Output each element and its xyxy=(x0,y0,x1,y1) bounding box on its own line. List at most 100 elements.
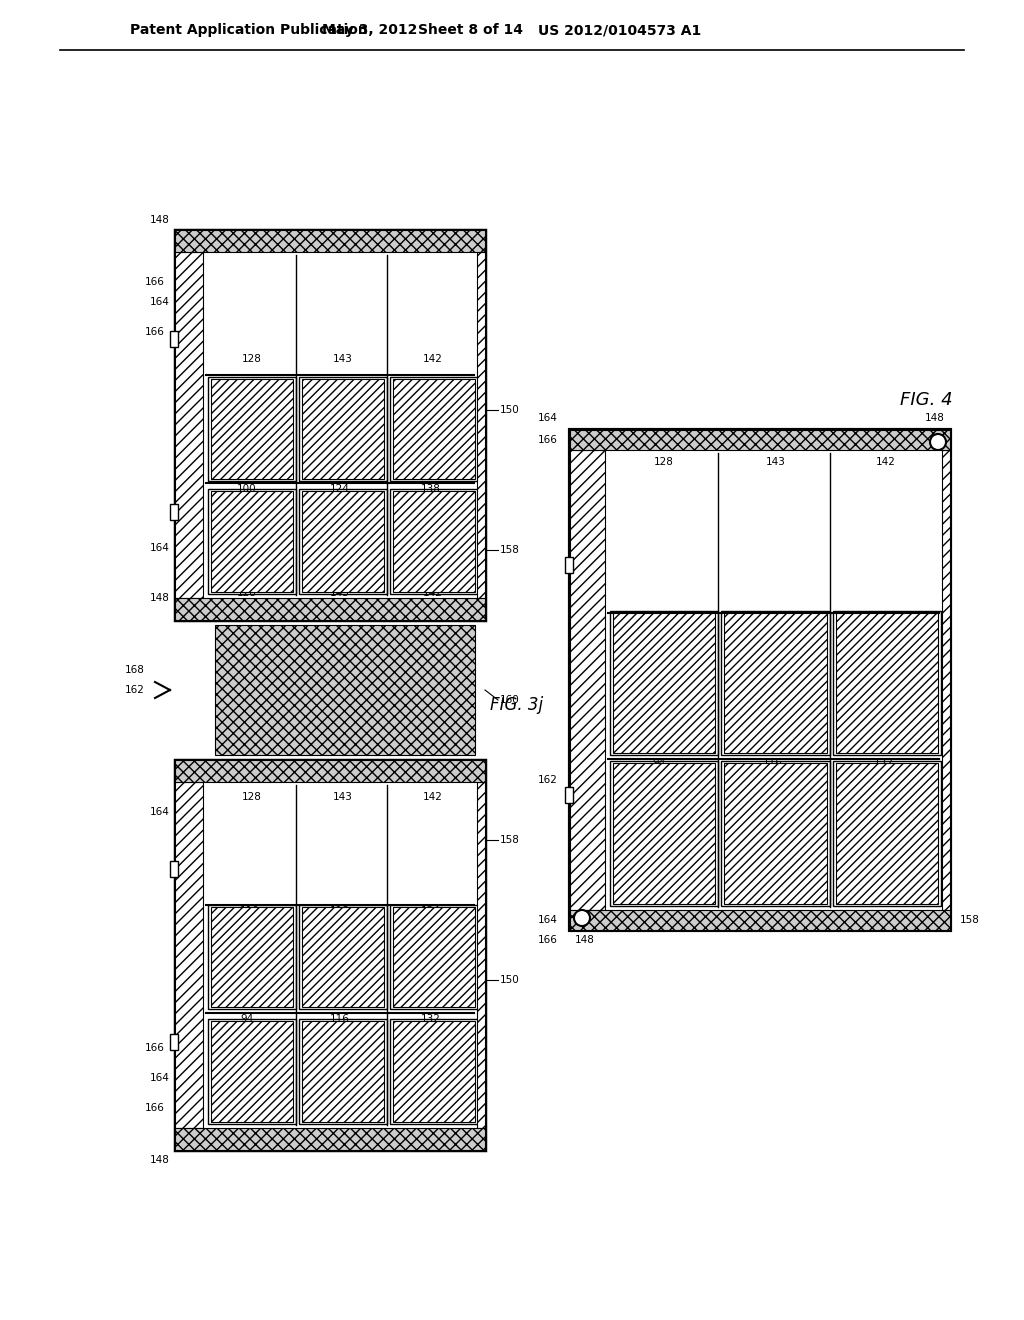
Text: 104: 104 xyxy=(244,554,264,565)
Bar xyxy=(393,1022,475,1122)
Text: 166: 166 xyxy=(539,436,558,445)
Text: 140: 140 xyxy=(421,539,441,549)
Text: 98: 98 xyxy=(659,854,673,863)
Bar xyxy=(170,503,178,520)
Text: 100: 100 xyxy=(238,484,257,494)
Bar xyxy=(393,907,475,1007)
Bar xyxy=(390,904,478,1010)
Text: 164: 164 xyxy=(539,915,558,925)
Text: 166: 166 xyxy=(145,277,165,286)
Text: 134: 134 xyxy=(873,611,894,622)
Text: 162: 162 xyxy=(539,775,558,785)
Bar xyxy=(565,787,573,803)
Bar xyxy=(721,611,829,755)
Bar xyxy=(302,907,384,1007)
Text: 148: 148 xyxy=(151,1155,170,1166)
Text: 116: 116 xyxy=(330,1014,350,1024)
Text: 132: 132 xyxy=(421,1014,441,1024)
Text: 134: 134 xyxy=(421,906,441,916)
Bar xyxy=(211,379,293,479)
Text: 112: 112 xyxy=(240,430,260,440)
Bar xyxy=(390,1019,478,1125)
Text: 128: 128 xyxy=(654,457,674,467)
Text: 164: 164 xyxy=(151,807,170,817)
Text: FIG. 3j: FIG. 3j xyxy=(490,696,543,714)
Text: 98: 98 xyxy=(248,1085,261,1096)
Bar xyxy=(836,612,938,754)
Bar xyxy=(175,598,485,620)
Text: 134: 134 xyxy=(873,832,894,842)
Bar xyxy=(724,763,826,904)
Bar xyxy=(393,379,475,479)
Bar xyxy=(613,763,716,904)
Text: 164: 164 xyxy=(151,1073,170,1082)
Text: 128: 128 xyxy=(242,354,262,364)
Text: 166: 166 xyxy=(145,1104,165,1113)
Text: 164: 164 xyxy=(151,543,170,553)
Text: 162: 162 xyxy=(125,685,145,696)
Circle shape xyxy=(574,909,590,927)
Bar xyxy=(175,230,485,620)
Text: 150: 150 xyxy=(500,405,520,414)
Text: 104: 104 xyxy=(244,446,264,457)
Text: 110: 110 xyxy=(240,1069,260,1078)
Text: 143: 143 xyxy=(333,792,353,803)
Bar xyxy=(299,376,387,482)
Bar xyxy=(721,762,829,906)
Text: 138: 138 xyxy=(421,484,441,494)
Text: Sheet 8 of 14: Sheet 8 of 14 xyxy=(418,22,522,37)
Text: 132: 132 xyxy=(873,758,894,768)
Text: 142: 142 xyxy=(876,457,896,467)
Text: US 2012/0104573 A1: US 2012/0104573 A1 xyxy=(539,22,701,37)
Bar xyxy=(170,330,178,346)
Bar xyxy=(833,762,941,906)
Bar xyxy=(570,450,605,909)
Text: 164: 164 xyxy=(151,297,170,308)
Text: 94: 94 xyxy=(241,1014,254,1024)
Text: 143: 143 xyxy=(333,354,353,364)
Bar xyxy=(477,781,485,1129)
Bar xyxy=(942,450,950,909)
Text: 143: 143 xyxy=(330,587,350,598)
Text: 94: 94 xyxy=(652,758,666,768)
Bar xyxy=(302,491,384,591)
Text: 158: 158 xyxy=(500,545,520,554)
Bar xyxy=(836,763,938,904)
Text: 116: 116 xyxy=(763,758,782,768)
Bar xyxy=(211,907,293,1007)
Bar xyxy=(390,490,478,594)
Bar xyxy=(175,760,485,781)
Bar xyxy=(610,611,718,755)
Text: 98: 98 xyxy=(659,634,673,644)
Text: 166: 166 xyxy=(539,935,558,945)
Bar xyxy=(570,430,950,931)
Bar xyxy=(170,1034,178,1049)
Bar xyxy=(302,1022,384,1122)
Bar xyxy=(390,376,478,482)
Text: 134: 134 xyxy=(421,1069,441,1078)
Bar xyxy=(833,611,941,755)
Text: 126: 126 xyxy=(330,430,350,440)
Circle shape xyxy=(930,434,946,450)
Text: 112: 112 xyxy=(240,539,260,549)
Text: 118: 118 xyxy=(763,832,782,842)
Text: 158: 158 xyxy=(961,915,980,925)
Bar xyxy=(208,904,296,1010)
Text: 148: 148 xyxy=(151,593,170,603)
Text: 142: 142 xyxy=(423,354,443,364)
Text: Patent Application Publication: Patent Application Publication xyxy=(130,22,368,37)
Text: 148: 148 xyxy=(151,215,170,224)
Bar xyxy=(175,252,203,598)
Bar xyxy=(208,376,296,482)
Text: 128: 128 xyxy=(238,587,257,598)
Bar xyxy=(613,612,716,754)
Bar xyxy=(175,781,203,1129)
Text: 118: 118 xyxy=(763,611,782,622)
Text: 166: 166 xyxy=(145,327,165,337)
Bar xyxy=(393,491,475,591)
Text: 168: 168 xyxy=(125,665,145,675)
Text: 118: 118 xyxy=(330,1069,350,1078)
Text: 110: 110 xyxy=(240,906,260,916)
Text: 143: 143 xyxy=(766,457,785,467)
Text: 158: 158 xyxy=(500,836,520,845)
